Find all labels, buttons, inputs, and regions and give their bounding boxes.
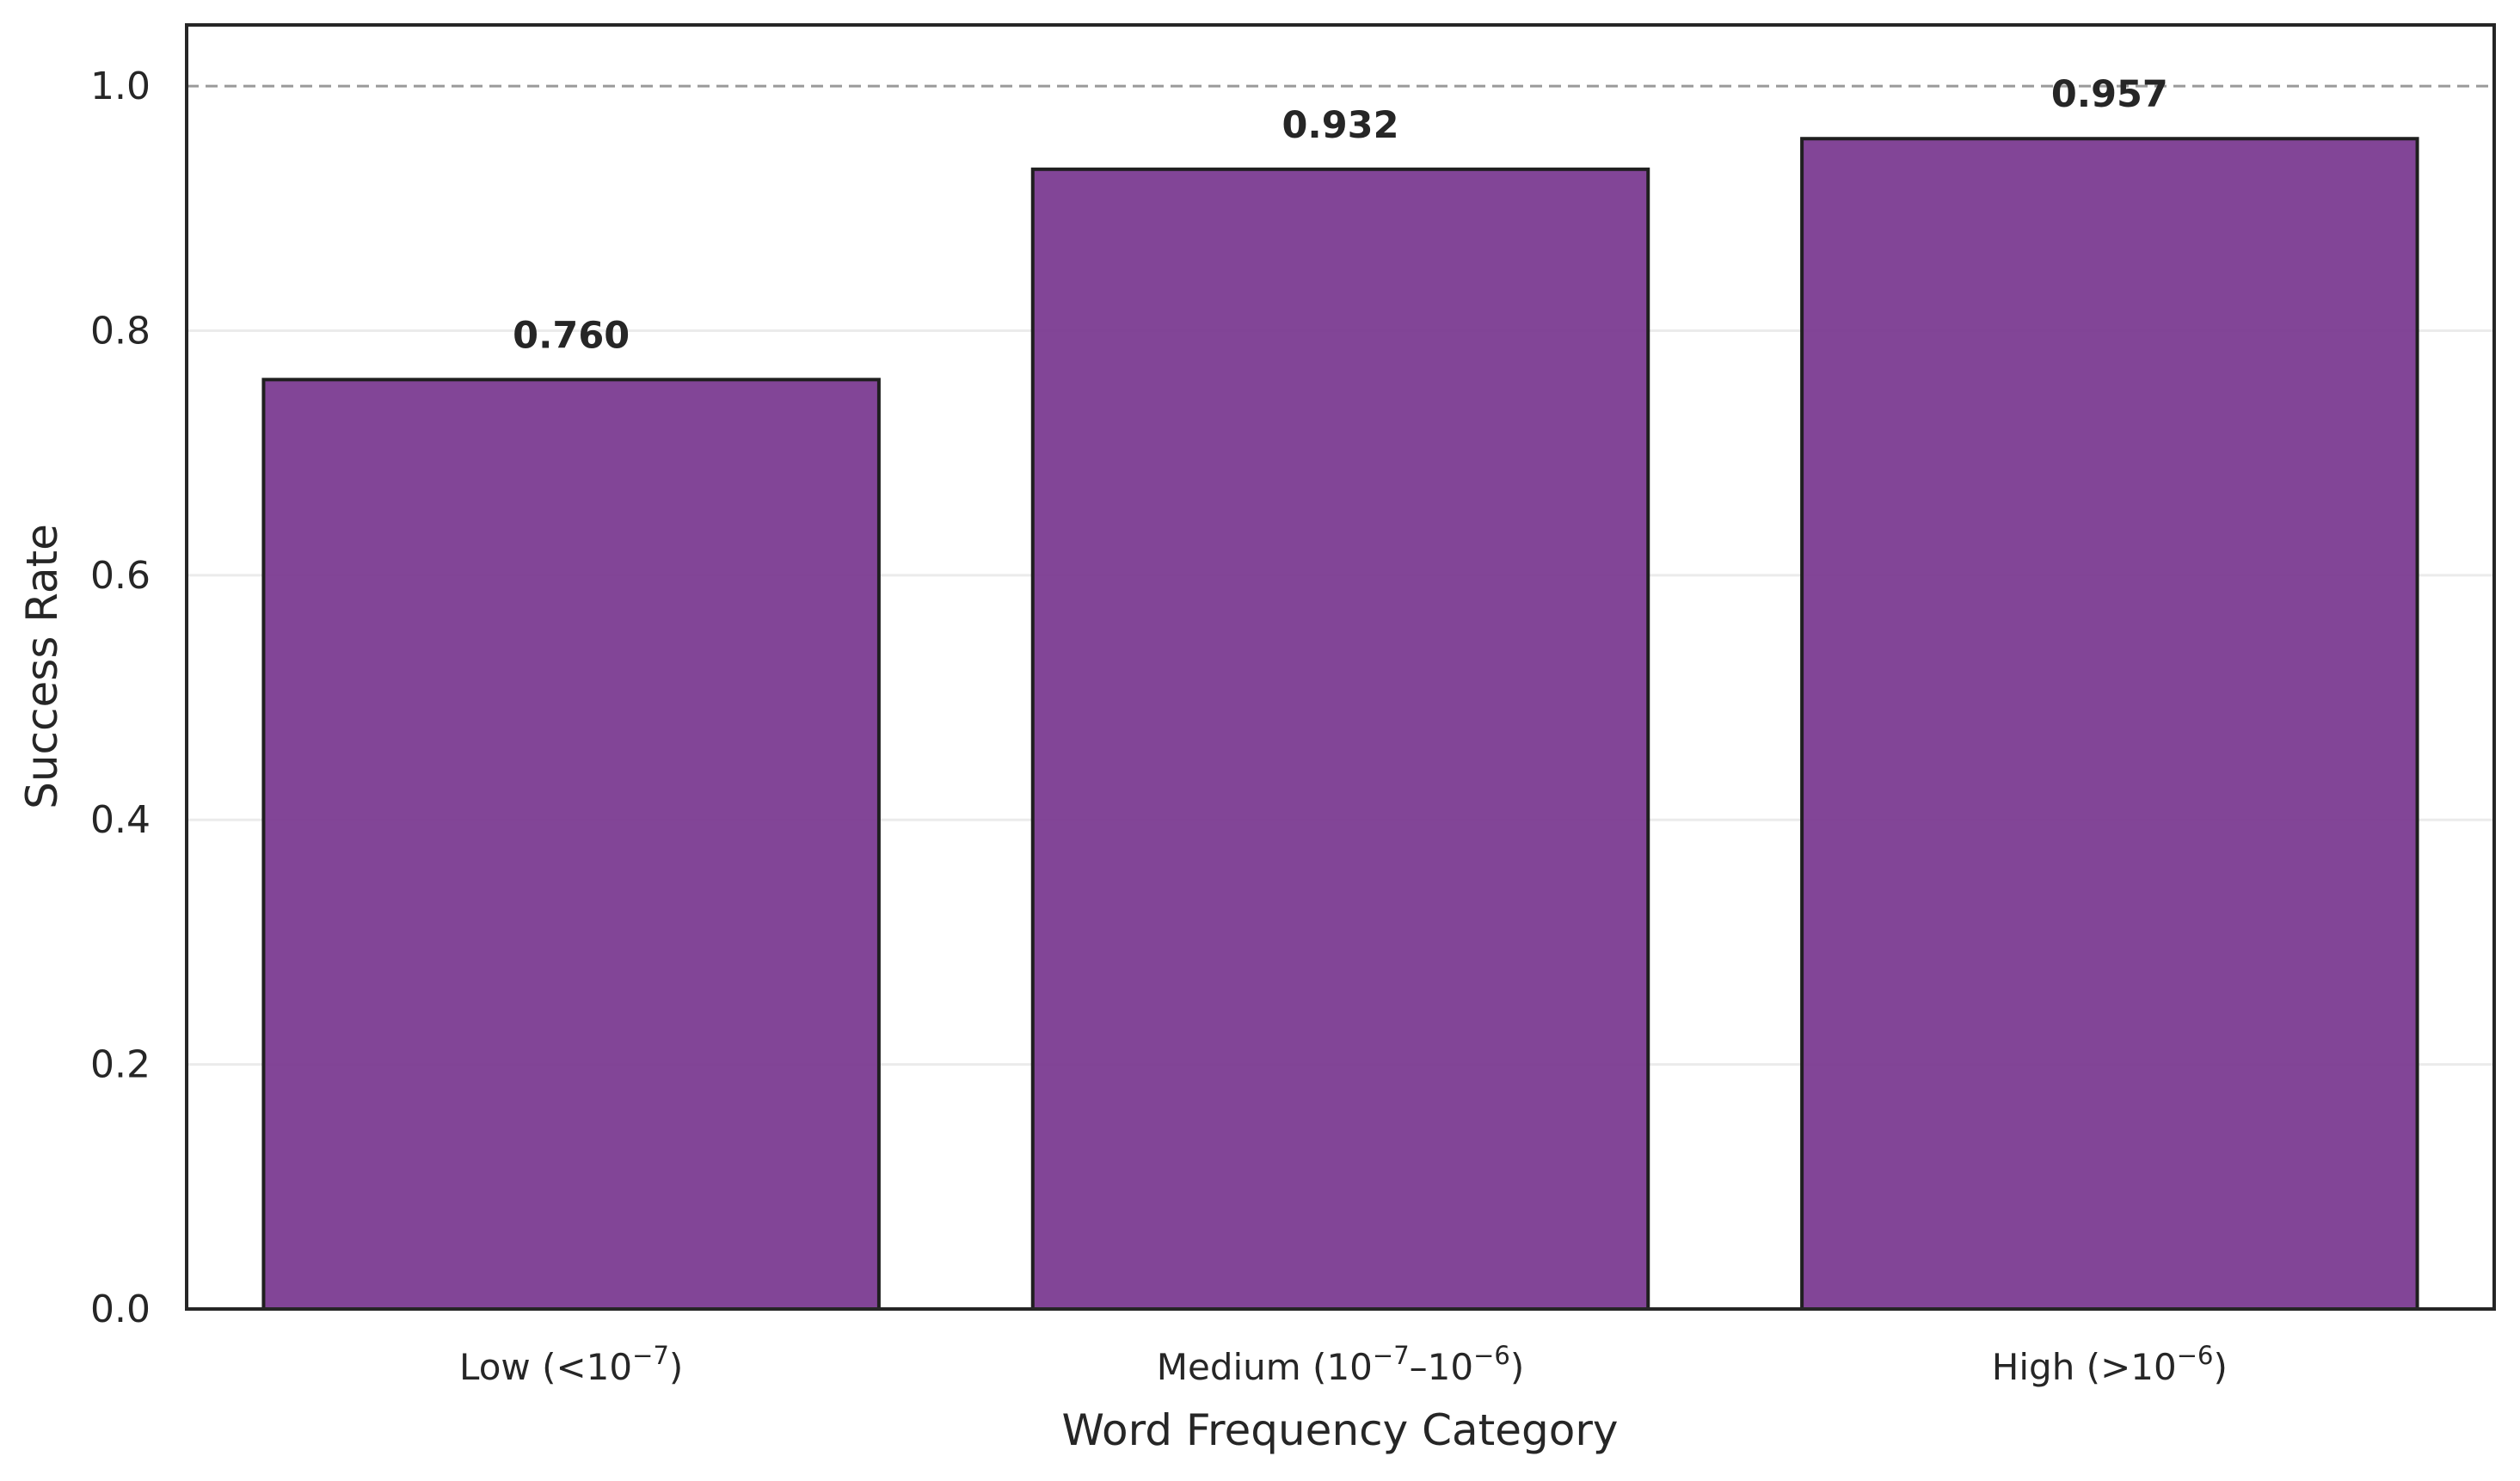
y-tick-label: 0.0 <box>90 1287 151 1331</box>
bar <box>1800 137 2419 1311</box>
x-axis-title: Word Frequency Category <box>1062 1405 1619 1455</box>
x-tick-label: Medium (10−7–10−6) <box>1157 1341 1524 1388</box>
x-tick-label: Low (<10−7) <box>459 1341 683 1388</box>
bar <box>261 378 881 1311</box>
bar-value-label: 0.957 <box>2051 73 2168 116</box>
bars <box>261 137 2419 1311</box>
y-tick-label: 0.4 <box>90 798 151 842</box>
bar <box>1030 167 1650 1311</box>
x-tick-labels: Low (<10−7) Medium (10−7–10−6) High (>10−6… <box>459 1341 2228 1388</box>
y-tick-label: 0.8 <box>90 309 151 353</box>
bar-value-label: 0.932 <box>1282 104 1398 147</box>
y-axis-title: Success Rate <box>17 524 67 809</box>
y-tick-label: 0.6 <box>90 554 151 598</box>
x-tick-label: High (>10−6) <box>1992 1341 2228 1388</box>
plot-frame <box>185 23 2496 1311</box>
y-tick-label: 0.2 <box>90 1043 151 1087</box>
y-tick-labels: 0.0 0.2 0.4 0.6 0.8 1.0 <box>90 65 151 1331</box>
value-labels: 0.760 0.932 0.957 <box>513 73 2168 357</box>
y-tick-label: 1.0 <box>90 65 151 108</box>
bar-value-label: 0.760 <box>513 314 630 357</box>
